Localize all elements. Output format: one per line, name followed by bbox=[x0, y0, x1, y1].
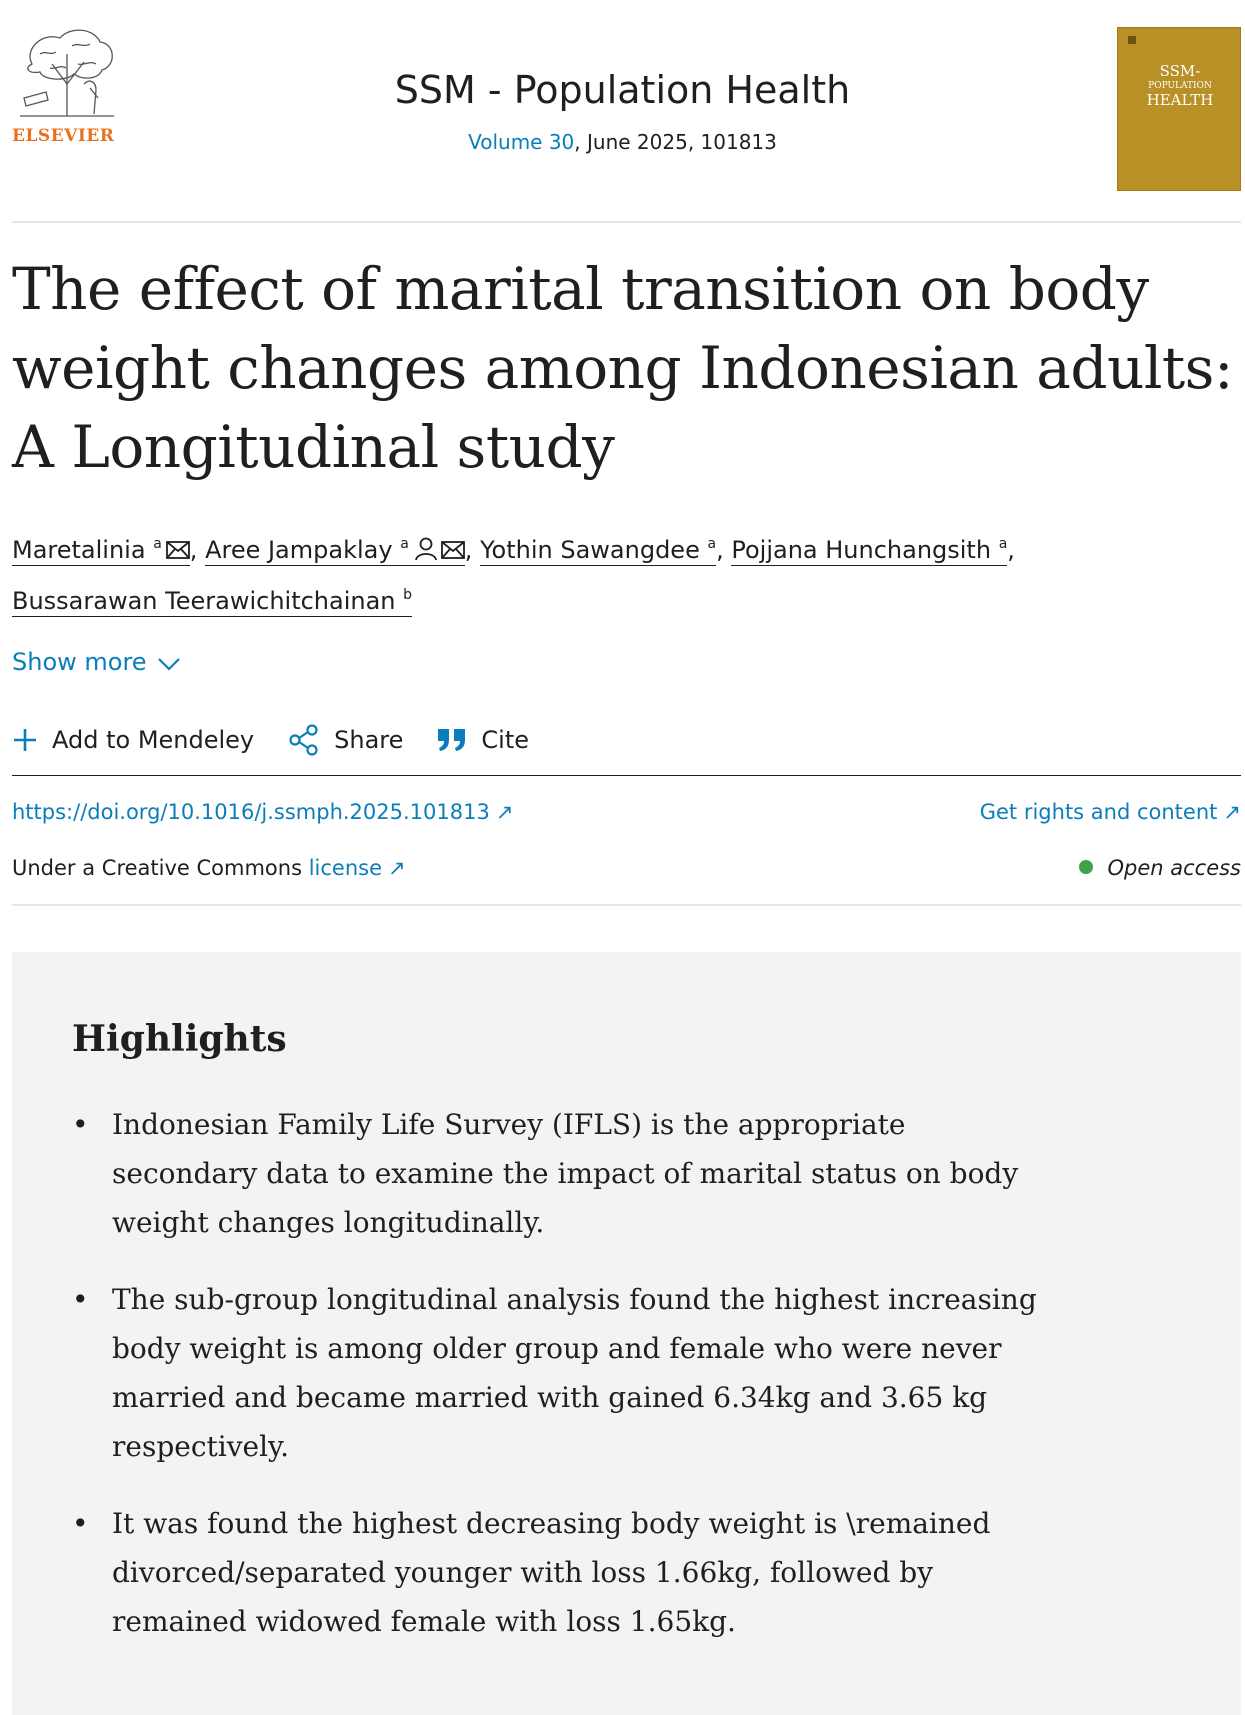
doi-link[interactable]: https://doi.org/10.1016/j.ssmph.2025.101… bbox=[12, 800, 513, 824]
license-link-text: license bbox=[308, 856, 383, 880]
chevron-down-icon bbox=[157, 658, 180, 671]
author-link[interactable]: Pojjana Hunchangsith a bbox=[731, 536, 1008, 566]
external-link-icon: ↗ bbox=[1223, 800, 1241, 824]
plus-icon bbox=[14, 729, 36, 751]
cover-title-line2: POPULATION bbox=[1148, 81, 1212, 91]
publisher-name: ELSEVIER bbox=[12, 126, 115, 146]
external-link-icon: ↗ bbox=[495, 800, 514, 824]
rights-link[interactable]: Get rights and content ↗ bbox=[980, 800, 1241, 824]
elsevier-tree-logo[interactable] bbox=[12, 24, 122, 148]
header-divider bbox=[12, 221, 1241, 223]
open-access-dot-icon bbox=[1079, 860, 1094, 874]
journal-title[interactable]: SSM - Population Health bbox=[394, 68, 851, 112]
affiliation-marker: a bbox=[707, 536, 717, 552]
external-link-icon: ↗ bbox=[388, 856, 406, 880]
license-prefix: Under a Creative Commons bbox=[12, 856, 309, 880]
open-access-badge: Open access bbox=[1079, 856, 1241, 880]
share-button[interactable]: Share bbox=[288, 724, 403, 756]
author-link[interactable]: Bussarawan Teerawichitchainan b bbox=[12, 587, 413, 617]
journal-cover[interactable]: SSM- POPULATION HEALTH bbox=[1117, 27, 1241, 191]
author-list: Maretalinia a, Aree Jampaklay a, Yothin … bbox=[12, 536, 1015, 617]
author-name: Bussarawan Teerawichitchainan bbox=[12, 587, 396, 615]
affiliation-marker: a bbox=[153, 536, 162, 552]
author-name: Yothin Sawangdee bbox=[480, 536, 700, 564]
show-more-button[interactable]: Show more bbox=[12, 648, 181, 676]
cite-button[interactable]: Cite bbox=[437, 726, 529, 754]
highlights-list: • Indonesian Family Life Survey (IFLS) is… bbox=[72, 1100, 1052, 1674]
author-name: Maretalinia bbox=[12, 536, 146, 564]
journal-header: ELSEVIER SSM - Population Health Volume … bbox=[0, 0, 1245, 222]
show-more-label: Show more bbox=[12, 648, 147, 676]
bullet-icon: • bbox=[72, 1108, 89, 1141]
open-access-label: Open access bbox=[1107, 856, 1241, 880]
volume-link[interactable]: Volume 30 bbox=[468, 130, 575, 154]
highlight-item: • Indonesian Family Life Survey (IFLS) is… bbox=[72, 1100, 1052, 1247]
rights-text: Get rights and content bbox=[979, 800, 1218, 824]
issue-details: , June 2025, 101813 bbox=[574, 130, 777, 154]
bullet-icon: • bbox=[72, 1283, 89, 1316]
license-link[interactable]: license ↗ bbox=[309, 856, 406, 880]
author-name: Aree Jampaklay bbox=[205, 536, 393, 564]
highlights-section: Highlights • Indonesian Family Life Surve… bbox=[12, 952, 1241, 1715]
meta-divider bbox=[12, 904, 1241, 906]
affiliation-marker: a bbox=[998, 536, 1008, 552]
cite-label: Cite bbox=[481, 726, 530, 754]
affiliation-marker: b bbox=[403, 587, 413, 603]
highlight-text: It was found the highest decreasing body… bbox=[112, 1507, 991, 1638]
add-to-mendeley-label: Add to Mendeley bbox=[52, 726, 255, 754]
highlights-heading: Highlights bbox=[72, 1018, 287, 1060]
quote-icon bbox=[438, 729, 466, 751]
author-name: Pojjana Hunchangsith bbox=[731, 536, 992, 564]
mail-icon bbox=[165, 541, 190, 559]
add-to-mendeley-button[interactable]: Add to Mendeley bbox=[12, 726, 254, 754]
highlight-item: • The sub-group longitudinal analysis fou… bbox=[72, 1275, 1052, 1471]
license-statement: Under a Creative Commons license ↗ bbox=[12, 856, 406, 880]
bullet-icon: • bbox=[72, 1507, 89, 1540]
article-actions: Add to Mendeley Share Cite bbox=[12, 718, 563, 762]
actions-divider bbox=[12, 775, 1241, 776]
person-icon bbox=[414, 537, 437, 561]
author-link[interactable]: Aree Jampaklay a bbox=[205, 536, 465, 566]
article-title: The effect of marital transition on body… bbox=[12, 255, 1234, 481]
share-icon bbox=[289, 724, 318, 756]
affiliation-marker: a bbox=[400, 536, 409, 552]
share-label: Share bbox=[334, 726, 404, 754]
mail-icon bbox=[440, 541, 465, 559]
highlight-text: Indonesian Family Life Survey (IFLS) is … bbox=[112, 1108, 1019, 1239]
cover-title-line1: SSM- bbox=[1159, 62, 1201, 80]
highlight-text: The sub-group longitudinal analysis foun… bbox=[112, 1283, 1037, 1463]
journal-issue-info: Volume 30, June 2025, 101813 bbox=[0, 130, 1245, 154]
author-link[interactable]: Yothin Sawangdee a bbox=[480, 536, 717, 566]
doi-text: https://doi.org/10.1016/j.ssmph.2025.101… bbox=[12, 800, 490, 824]
author-link[interactable]: Maretalinia a bbox=[12, 536, 190, 566]
cover-logo-icon bbox=[1128, 36, 1136, 44]
highlight-item: • It was found the highest decreasing bod… bbox=[72, 1499, 1052, 1646]
cover-title-line3: HEALTH bbox=[1146, 91, 1214, 109]
